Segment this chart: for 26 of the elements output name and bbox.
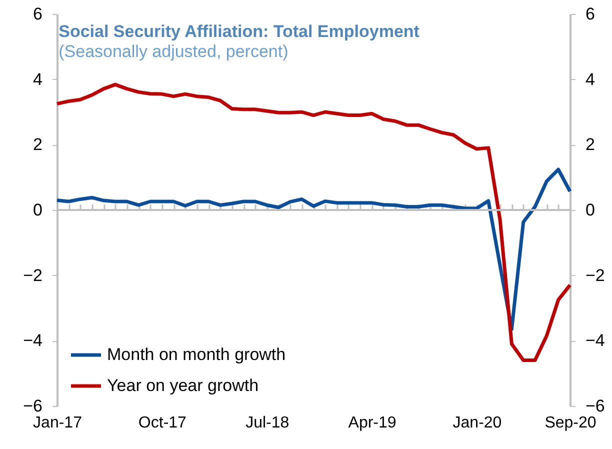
y2-tick-label: 0 bbox=[586, 200, 595, 220]
y-tick-label: 0 bbox=[33, 200, 42, 220]
x-tick-label: Jan-17 bbox=[33, 414, 82, 432]
y-tick-label: 2 bbox=[33, 135, 42, 154]
line-series bbox=[55, 168, 572, 331]
x-tick-label: Jul-18 bbox=[246, 414, 290, 432]
x-tick-label: Sep-20 bbox=[544, 414, 596, 432]
legend-label: Month on month growth bbox=[107, 345, 286, 364]
text: Social Security Affiliation: Total Employment bbox=[58, 22, 420, 41]
x-tick-label: Apr-19 bbox=[348, 414, 396, 432]
legend-label: Year on year growth bbox=[107, 376, 259, 395]
y2-tick-label: 2 bbox=[586, 135, 595, 154]
text: (Seasonally adjusted, percent) bbox=[58, 42, 288, 61]
y2-tick-label: −6 bbox=[586, 396, 605, 416]
x-tick-label: Jan-20 bbox=[452, 414, 502, 432]
y-tick-label: 4 bbox=[33, 70, 42, 89]
y-tick-label: −6 bbox=[23, 396, 42, 416]
line-series bbox=[55, 82, 572, 362]
y2-tick-label: −4 bbox=[586, 331, 605, 350]
y-tick-label: −2 bbox=[23, 266, 42, 285]
x-tick-label: Oct-17 bbox=[138, 414, 187, 432]
y-tick-label: −4 bbox=[23, 331, 42, 350]
y-tick-label: 6 bbox=[33, 4, 42, 24]
y2-tick-label: −2 bbox=[586, 266, 605, 285]
y2-tick-label: 4 bbox=[586, 70, 595, 89]
y2-tick-label: 6 bbox=[586, 4, 595, 24]
